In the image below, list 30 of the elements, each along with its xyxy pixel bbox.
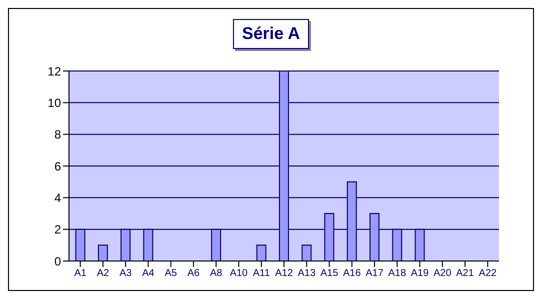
x-tick-label: A15	[320, 268, 339, 280]
x-tick-label: A18	[388, 268, 406, 280]
bar	[302, 244, 312, 261]
y-tick-label: 10	[48, 96, 62, 110]
x-tick-label: A22	[478, 268, 498, 280]
y-tick-label: 0	[54, 254, 62, 268]
x-tick-label: A13	[298, 268, 316, 280]
x-tick-label: A10	[230, 268, 248, 280]
x-tick-label: A1	[74, 268, 87, 280]
x-tick-label: A17	[366, 268, 384, 280]
x-tick-label: A21	[456, 268, 474, 280]
x-tick-label: A16	[342, 268, 362, 280]
bar	[256, 244, 266, 261]
x-tick-label: A20	[434, 268, 452, 280]
x-tick-label: A12	[275, 268, 294, 280]
x-tick-label: A6	[187, 268, 200, 280]
x-tick-label: A4	[142, 268, 155, 280]
y-tick-label: 6	[54, 159, 62, 174]
x-tick-label: A2	[96, 268, 110, 280]
x-tick-label: A5	[164, 268, 178, 280]
bar	[98, 244, 108, 261]
x-tick-label: A8	[210, 268, 223, 280]
y-tick-label: 8	[54, 128, 62, 142]
x-tick-label: A3	[119, 268, 132, 280]
x-tick-label: A11	[252, 268, 270, 280]
y-tick-label: 4	[54, 190, 62, 205]
y-tick-label: 2	[54, 222, 62, 237]
x-tick-label: A19	[410, 268, 430, 280]
y-tick-label: 12	[48, 64, 62, 78]
chart-title: Série A	[233, 19, 309, 49]
